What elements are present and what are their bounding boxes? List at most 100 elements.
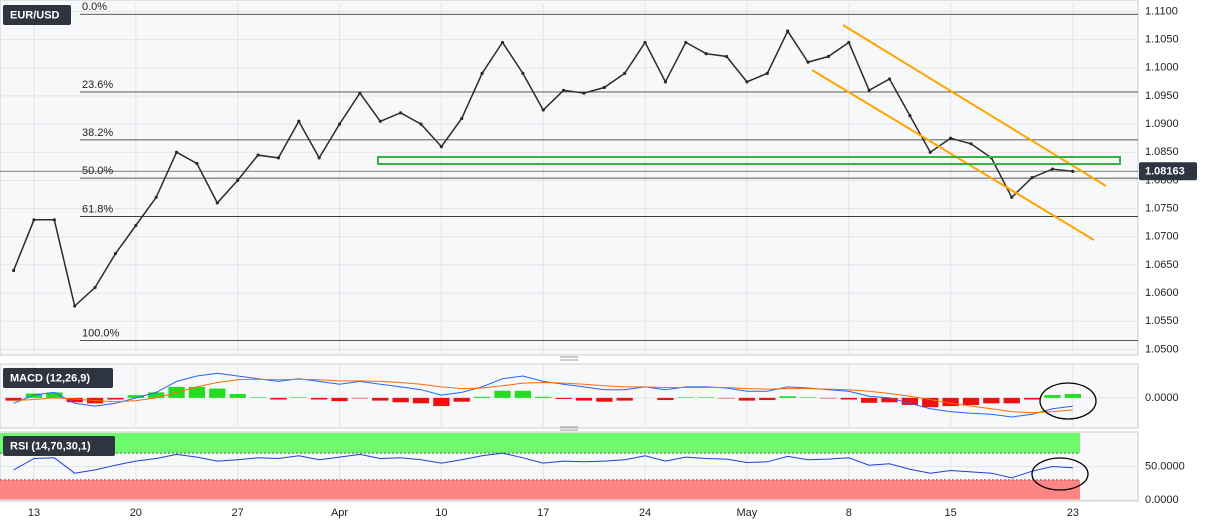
price-point: [949, 136, 953, 140]
y-tick-label: 1.1100: [1145, 5, 1178, 17]
price-point: [1071, 169, 1075, 173]
price-point: [113, 252, 118, 256]
y-tick-label: 1.0600: [1145, 287, 1179, 299]
histogram-bar: [779, 396, 796, 398]
y-tick-label: 0.0000: [1145, 392, 1179, 404]
fib-label: 61.8%: [82, 203, 113, 215]
price-point: [439, 145, 443, 149]
plot-layer: 13 20 27 Apr 10 17 24 May 8 15 23 1.0500 1.0550 1.060…: [0, 1, 1197, 519]
histogram-bar: [596, 397, 613, 402]
price-point: [786, 29, 790, 33]
histogram-bar: [249, 397, 267, 398]
histogram-bar: [820, 397, 837, 399]
price-point: [887, 77, 892, 81]
price-point: [826, 54, 831, 59]
histogram-bar: [229, 394, 246, 398]
price-point: [684, 40, 688, 45]
fib-label: 0.0%: [82, 1, 107, 13]
y-tick-label: 0.0000: [1145, 494, 1179, 506]
price-point: [32, 218, 36, 222]
histogram-bar: [881, 397, 898, 403]
title-box: [3, 436, 115, 456]
price-panel: [0, 0, 1139, 356]
x-tick-label: 23: [1067, 507, 1079, 519]
price-point: [500, 40, 505, 45]
histogram-bar: [738, 397, 756, 401]
chart-title: EUR/USD: [10, 9, 60, 21]
x-tick-label: 15: [944, 507, 956, 519]
price-point: [806, 60, 810, 64]
price-point: [236, 178, 240, 183]
channel-upper: [842, 24, 1107, 187]
x-tick-label: 13: [28, 507, 40, 519]
histogram-bar: [922, 397, 939, 408]
y-tick-label: 1.0900: [1145, 118, 1179, 130]
price-point: [724, 54, 729, 59]
price-point: [663, 80, 668, 84]
price-point: [317, 156, 321, 160]
indicator-line: [13, 378, 1073, 414]
histogram-bar: [372, 397, 389, 401]
price-point: [358, 91, 362, 95]
x-tick-label: 8: [846, 507, 852, 519]
rsi-line: [13, 452, 1073, 479]
histogram-bar: [270, 397, 287, 400]
price-point: [52, 218, 56, 222]
price-point: [582, 91, 586, 95]
price-point: [134, 223, 138, 228]
y-tick-label: 1.0750: [1145, 202, 1179, 214]
price-point: [276, 156, 281, 160]
price-point: [867, 88, 871, 92]
fib-label: 23.6%: [82, 79, 113, 91]
histogram-bar: [759, 397, 776, 401]
price-point: [1030, 175, 1034, 180]
price-point: [256, 153, 260, 157]
indicator-title: MACD (12,26,9): [10, 372, 90, 384]
histogram-bar: [514, 390, 531, 398]
price-point: [928, 150, 932, 154]
y-tick-label: 1.0950: [1145, 90, 1179, 102]
histogram-bar: [1064, 394, 1081, 398]
y-tick-label: 1.0850: [1145, 146, 1179, 158]
price-point: [337, 122, 342, 126]
price-point: [1050, 167, 1055, 171]
price-point: [460, 116, 464, 121]
histogram-bar: [535, 396, 552, 398]
price-tag: [1139, 162, 1197, 181]
histogram-bar: [209, 388, 226, 398]
histogram-bar: [148, 392, 165, 398]
price-point: [195, 161, 199, 166]
histogram-bar: [433, 397, 450, 407]
histogram-bar: [718, 397, 735, 399]
histogram-bar: [311, 397, 328, 400]
price-point: [623, 71, 627, 75]
price-point: [745, 80, 749, 84]
x-tick-label: 17: [537, 507, 549, 519]
price-point: [215, 201, 219, 205]
y-tick-label: 50.0000: [1145, 460, 1185, 472]
price-point: [93, 285, 97, 290]
y-tick-label: 1.1050: [1145, 34, 1179, 46]
histogram-bar: [412, 397, 430, 404]
price-point: [1010, 195, 1014, 199]
channel-lower: [811, 69, 1095, 241]
histogram-bar: [1003, 397, 1020, 404]
price-point: [602, 85, 606, 90]
histogram-bar: [188, 386, 206, 398]
price-point: [12, 268, 16, 273]
histogram-bar: [66, 397, 83, 403]
histogram-bar: [698, 397, 715, 398]
histogram-bar: [575, 397, 593, 401]
fib-label: 100.0%: [82, 327, 120, 339]
histogram-bar: [107, 397, 124, 400]
x-tick-label: May: [737, 507, 758, 519]
price-point: [297, 119, 301, 123]
price-point: [480, 71, 484, 75]
histogram-bar: [860, 397, 878, 403]
histogram-bar: [799, 397, 817, 398]
y-tick-label: 1.1000: [1145, 62, 1179, 74]
histogram-bar: [616, 397, 633, 401]
histogram-bar: [494, 390, 511, 398]
annotations: [377, 24, 1121, 491]
price-point: [643, 40, 647, 45]
